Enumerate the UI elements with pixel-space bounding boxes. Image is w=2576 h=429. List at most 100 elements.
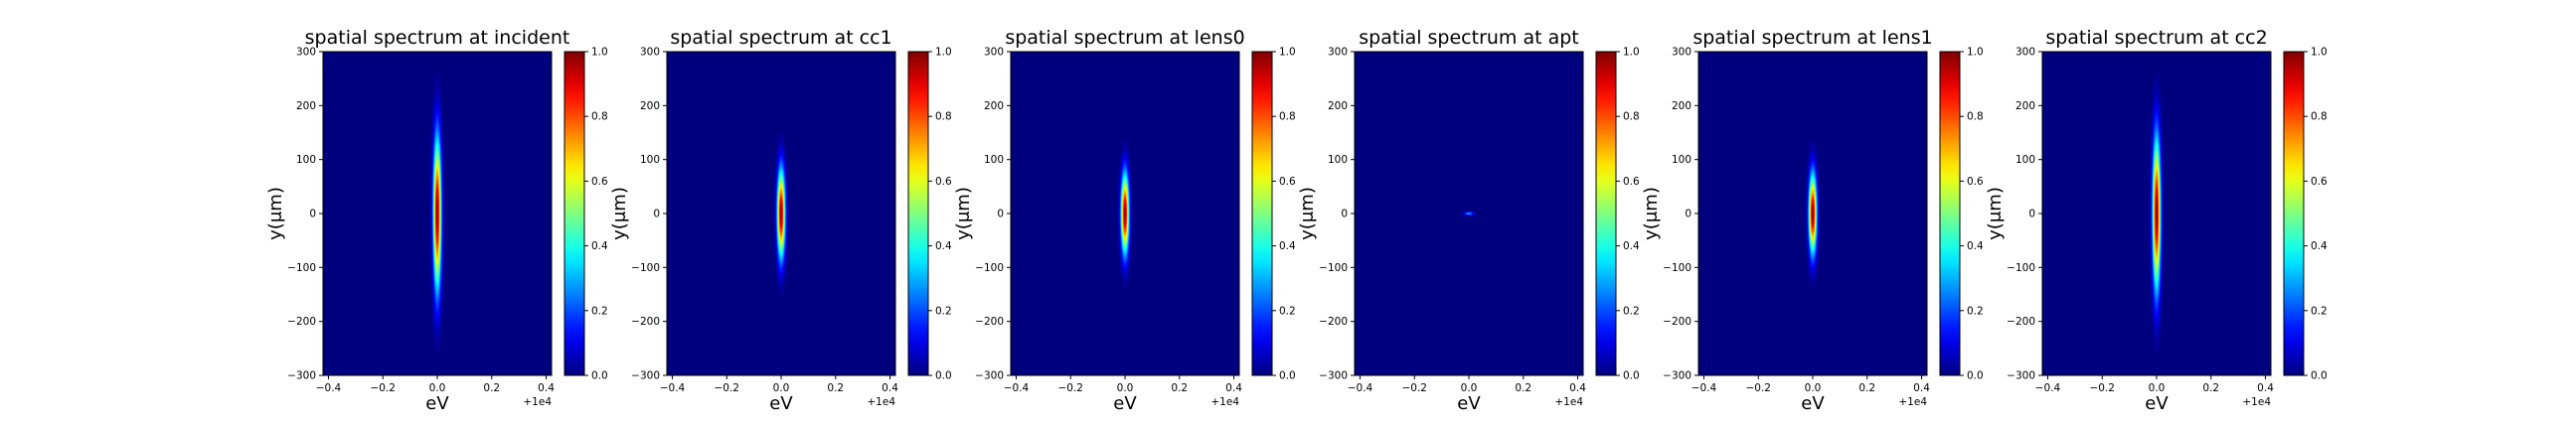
y-tick-label: −200 <box>2007 316 2035 328</box>
colorbar-tick-label: 1.0 <box>1967 47 1984 59</box>
colorbar-tick-label: 0.8 <box>1623 111 1640 123</box>
x-tick-label: 0.4 <box>882 382 898 394</box>
y-tick-label: 300 <box>984 47 1004 59</box>
chart-title: spatial spectrum at incident <box>305 27 570 49</box>
colorbar-tick-label: 1.0 <box>1279 47 1296 59</box>
colorbar-tick-label: 0.2 <box>935 305 952 317</box>
y-tick-label: 200 <box>1328 100 1348 112</box>
colorbar-tick-label: 0.0 <box>1623 370 1640 382</box>
colorbar-tick-label: 0.0 <box>1279 370 1296 382</box>
colorbar-tick-label: 0.6 <box>935 176 952 188</box>
chart-panel-1: spatial spectrum at incident −0.4 −0.2 0.0 0… <box>265 27 608 414</box>
y-tick-label: 0 <box>309 209 316 220</box>
y-tick-label: −300 <box>1663 370 1691 382</box>
chart-panel-3: spatial spectrum at lens0 −0.4 −0.2 0.0 0.2 0… <box>953 27 1296 414</box>
y-axis-label: y(μm) <box>1985 187 2006 240</box>
colorbar-tick-label: 1.0 <box>2311 47 2328 59</box>
y-tick-label: −100 <box>975 262 1004 274</box>
x-tick-label: 0.2 <box>827 382 844 394</box>
chart-panel-4: spatial spectrum at apt −0.4 −0.2 0.0 0.2 0.4… <box>1297 27 1640 414</box>
x-tick-label: −0.4 <box>1348 382 1373 394</box>
x-tick-label: 0.4 <box>1569 382 1586 394</box>
y-tick-label: −100 <box>287 262 316 274</box>
y-tick-label: −200 <box>1319 316 1348 328</box>
y-tick-label: 100 <box>984 154 1004 166</box>
chart-panel-6: spatial spectrum at cc2 −0.4 −0.2 0.0 0.2 0.4… <box>1985 27 2328 414</box>
x-tick-label: −0.4 <box>2035 382 2061 394</box>
x-offset-label: +1e4 <box>1898 396 1927 408</box>
x-tick-label: 0.0 <box>1805 382 1822 394</box>
x-tick-label: 0.4 <box>538 382 555 394</box>
y-axis-label: y(μm) <box>1641 187 1662 240</box>
x-tick-label: 0.2 <box>1171 382 1188 394</box>
colorbar <box>907 51 929 376</box>
y-tick-label: 300 <box>640 47 660 59</box>
y-tick-label: 200 <box>296 100 316 112</box>
heatmap-spot <box>1805 139 1821 288</box>
x-tick-label: 0.0 <box>1117 382 1134 394</box>
y-tick-label: 100 <box>1328 154 1348 166</box>
x-tick-label: 0.0 <box>1461 382 1478 394</box>
colorbar-tick-label: 0.2 <box>1623 305 1640 317</box>
y-tick-label: −300 <box>975 370 1004 382</box>
colorbar-tick-label: 0.4 <box>591 240 608 252</box>
colorbar <box>564 51 585 376</box>
x-tick-label: −0.4 <box>1691 382 1717 394</box>
colorbar-tick-label: 0.2 <box>1279 305 1296 317</box>
colorbar <box>1251 51 1273 376</box>
colorbar-tick-label: 1.0 <box>935 47 952 59</box>
x-axis-label: eV <box>1457 393 1481 414</box>
x-axis-label: eV <box>2145 393 2169 414</box>
y-tick-label: −100 <box>1663 262 1691 274</box>
x-offset-label: +1e4 <box>523 396 552 408</box>
colorbar-tick-label: 0.6 <box>1967 176 1984 188</box>
heatmap-spot <box>2149 73 2165 354</box>
y-tick-label: 100 <box>296 154 316 166</box>
y-tick-label: −200 <box>287 316 316 328</box>
y-tick-label: 300 <box>296 47 316 59</box>
colorbar-tick-label: 0.2 <box>591 305 608 317</box>
x-tick-label: 0.0 <box>2149 382 2166 394</box>
y-tick-label: 100 <box>1672 154 1691 166</box>
heatmap-spot <box>1117 139 1133 288</box>
x-tick-label: −0.2 <box>1057 382 1083 394</box>
colorbar-tick-label: 0.4 <box>1967 240 1984 252</box>
x-tick-label: 0.0 <box>429 382 446 394</box>
x-tick-label: 0.0 <box>773 382 790 394</box>
x-tick-label: 0.4 <box>1225 382 1242 394</box>
colorbar-tick-label: 0.6 <box>591 176 608 188</box>
x-tick-label: −0.2 <box>714 382 739 394</box>
x-axis-label: eV <box>1113 393 1137 414</box>
x-offset-label: +1e4 <box>1210 396 1239 408</box>
colorbar-tick-label: 0.8 <box>591 111 608 123</box>
y-tick-label: 300 <box>1328 47 1348 59</box>
chart-title: spatial spectrum at lens1 <box>1692 27 1932 49</box>
colorbar-tick-label: 0.0 <box>935 370 952 382</box>
x-axis-label: eV <box>769 393 793 414</box>
x-tick-label: −0.2 <box>370 382 396 394</box>
y-tick-label: 0 <box>1685 209 1691 220</box>
x-tick-label: 0.2 <box>1858 382 1875 394</box>
y-tick-label: 300 <box>2015 47 2035 59</box>
x-tick-label: −0.4 <box>1004 382 1030 394</box>
x-tick-label: 0.2 <box>1515 382 1531 394</box>
x-axis-label: eV <box>1801 393 1825 414</box>
y-tick-label: −300 <box>287 370 316 382</box>
x-tick-label: −0.2 <box>1401 382 1427 394</box>
y-tick-label: 200 <box>640 100 660 112</box>
x-tick-label: −0.2 <box>2089 382 2115 394</box>
y-tick-label: −200 <box>975 316 1004 328</box>
chart-title: spatial spectrum at lens0 <box>1005 27 1244 49</box>
x-tick-label: 0.4 <box>1913 382 1930 394</box>
x-tick-label: 0.2 <box>2202 382 2219 394</box>
colorbar-tick-label: 0.0 <box>1967 370 1984 382</box>
y-tick-label: 0 <box>997 209 1004 220</box>
y-tick-label: 200 <box>1672 100 1691 112</box>
y-tick-label: 100 <box>640 154 660 166</box>
x-offset-label: +1e4 <box>867 396 895 408</box>
y-tick-label: 0 <box>2028 209 2035 220</box>
heatmap-spot <box>1460 211 1478 216</box>
y-tick-label: 0 <box>1341 209 1348 220</box>
x-offset-label: +1e4 <box>1554 396 1583 408</box>
